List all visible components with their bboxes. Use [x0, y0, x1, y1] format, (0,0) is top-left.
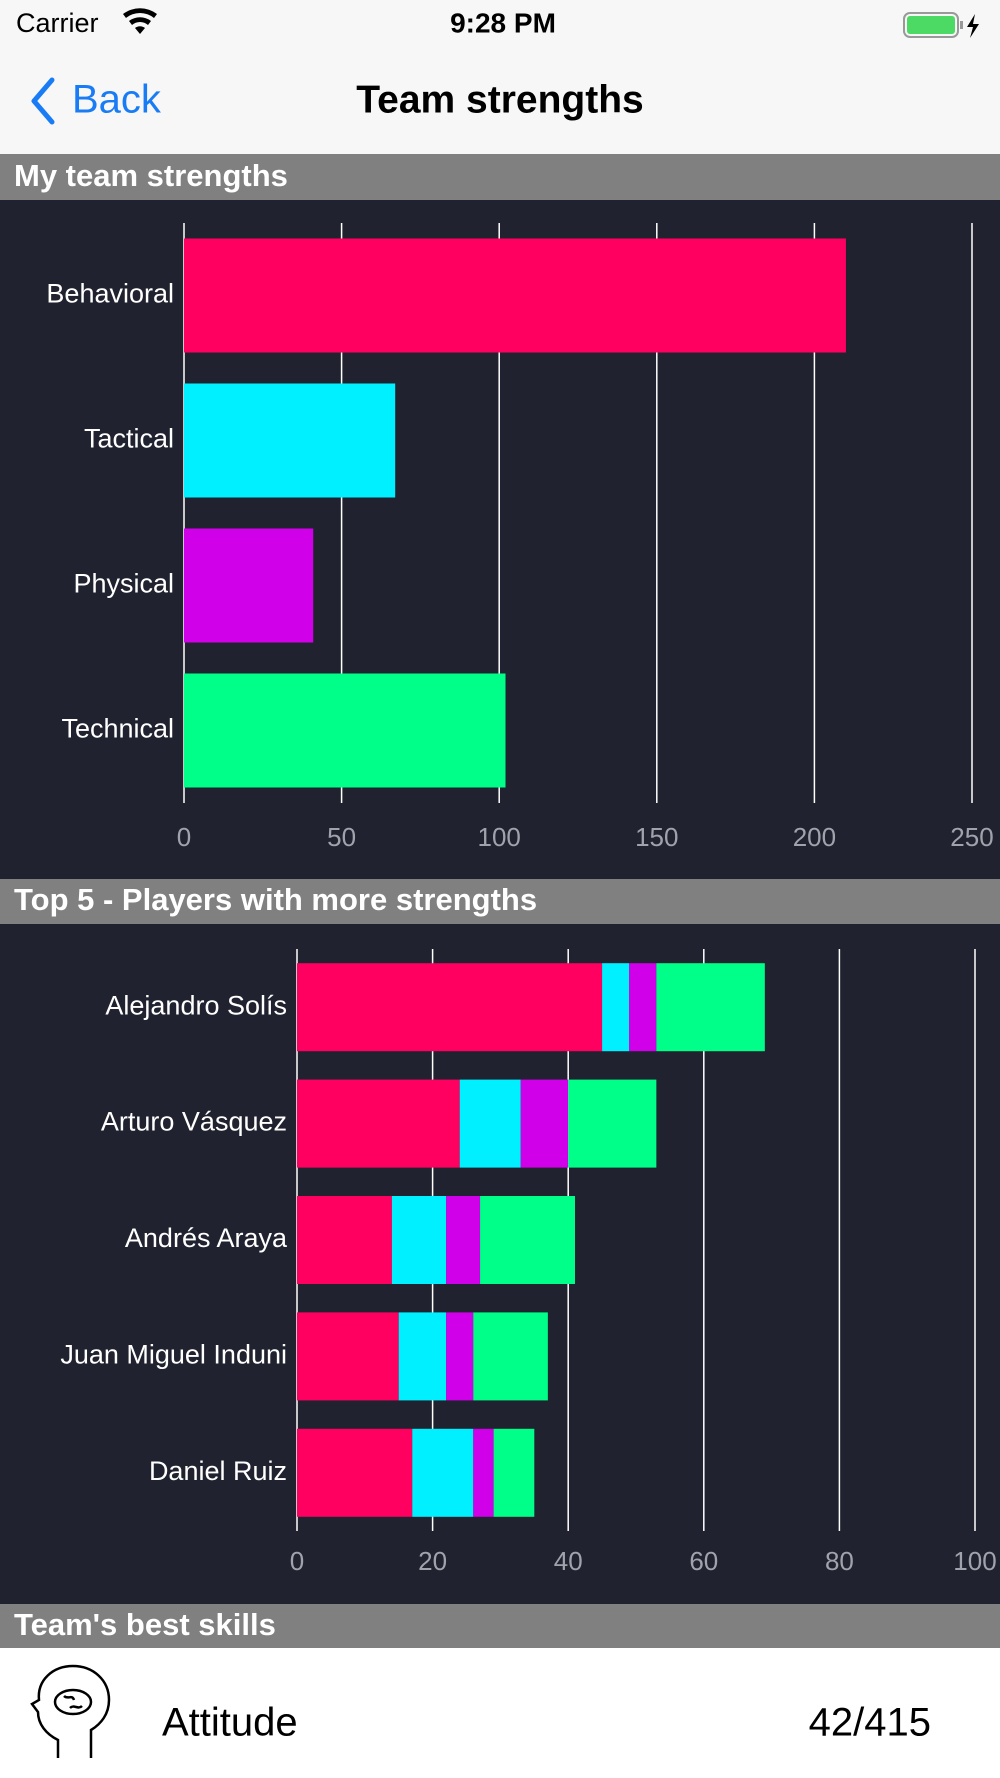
skill-score: 42/415: [809, 1701, 931, 1745]
bar-segment: [473, 1428, 494, 1517]
bar-segment: [297, 1428, 413, 1517]
skill-name: Attitude: [162, 1701, 298, 1745]
x-tick-label: 50: [327, 822, 356, 852]
list-bg: [0, 1648, 1000, 1778]
time: 9:28 PM: [450, 7, 556, 38]
bar-segment: [297, 1196, 392, 1284]
x-tick-label: 40: [554, 1546, 583, 1576]
y-tick-label: Physical: [73, 569, 174, 599]
bar-segment: [629, 963, 657, 1052]
bar: [184, 528, 314, 643]
y-tick-label: Arturo Vásquez: [101, 1107, 287, 1137]
section-title: My team strengths: [14, 158, 288, 193]
brain-head-icon: [30, 1664, 111, 1758]
x-tick-label: 100: [478, 822, 521, 852]
bar-segment: [520, 1079, 569, 1168]
section-title: Team's best skills: [14, 1607, 276, 1642]
bar: [184, 673, 506, 788]
y-tick-label: Behavioral: [46, 279, 174, 309]
x-tick-label: 0: [290, 1546, 304, 1576]
y-tick-label: Juan Miguel Induni: [60, 1340, 287, 1370]
bar-segment: [493, 1428, 535, 1517]
x-tick-label: 100: [953, 1546, 996, 1576]
bar-segment: [473, 1312, 548, 1401]
bar: [184, 383, 396, 498]
section-header: [0, 154, 1000, 200]
y-tick-label: Tactical: [84, 424, 174, 454]
bar-segment: [297, 1312, 399, 1401]
bar-segment: [297, 963, 603, 1052]
carrier: Carrier: [16, 8, 99, 38]
x-tick-label: 200: [793, 822, 836, 852]
x-tick-label: 60: [689, 1546, 718, 1576]
bar-segment: [412, 1428, 474, 1517]
top-bar-bg: [0, 0, 1000, 154]
back-button[interactable]: Back: [31, 77, 162, 125]
section-header: [0, 1604, 1000, 1648]
bar-segment: [656, 963, 765, 1052]
y-tick-label: Alejandro Solís: [105, 990, 287, 1020]
bar-segment: [446, 1312, 474, 1401]
x-tick-label: 80: [825, 1546, 854, 1576]
section-header: [0, 879, 1000, 924]
bar-segment: [602, 963, 630, 1052]
bar-segment: [459, 1079, 521, 1168]
y-tick-label: Technical: [61, 714, 174, 744]
x-tick-label: 20: [418, 1546, 447, 1576]
bar-segment: [568, 1079, 657, 1168]
section-title: Top 5 - Players with more strengths: [14, 882, 537, 917]
battery-icon: [903, 12, 979, 38]
bar: [184, 238, 846, 353]
bar-segment: [480, 1196, 575, 1284]
x-tick-label: 250: [950, 822, 993, 852]
x-tick-label: 0: [177, 822, 191, 852]
bar-segment: [398, 1312, 447, 1401]
y-tick-label: Andrés Araya: [125, 1223, 288, 1253]
bar-segment: [297, 1079, 460, 1168]
nav-title: Team strengths: [356, 78, 644, 121]
bar-segment: [391, 1196, 447, 1284]
back-label[interactable]: Back: [72, 78, 162, 122]
bar-segment: [446, 1196, 481, 1284]
x-tick-label: 150: [635, 822, 678, 852]
y-tick-label: Daniel Ruiz: [149, 1456, 287, 1486]
wifi-icon: [123, 8, 157, 34]
